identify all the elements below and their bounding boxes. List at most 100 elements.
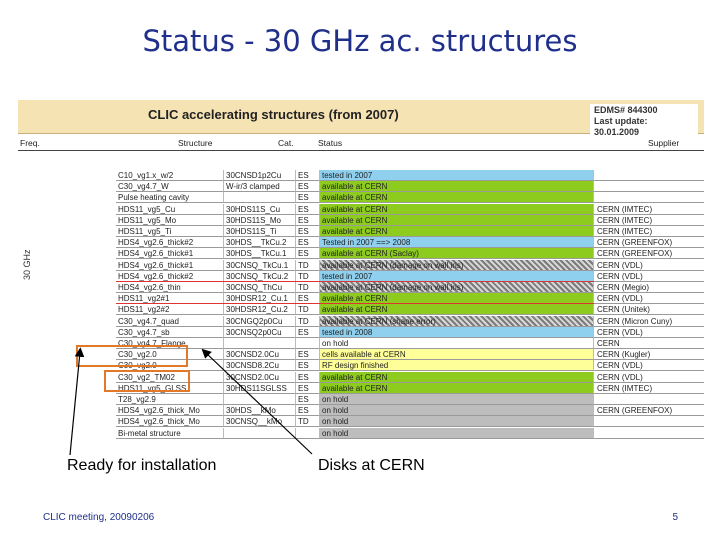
supplier-cell: CERN (IMTEC) [594, 215, 704, 226]
highlight-box-1 [76, 345, 188, 367]
category-cell: TD [296, 315, 320, 327]
category-cell: ES [296, 248, 320, 260]
table-row: HDS4_vg2.6_thick#1 30CNSQ_TkCu.1 TD availab… [116, 259, 594, 271]
supplier-cell: CERN (VDL) [594, 260, 704, 271]
supplier-cell: CERN (Kugler) [594, 349, 704, 361]
supplier-cell [594, 192, 704, 204]
structure-name: C30_vg4.7_sb [116, 326, 224, 338]
category-cell: ES [296, 371, 320, 383]
page-number: 5 [672, 512, 678, 523]
table-row: HDS11_vg5_Mo 30HDS11S_Mo ES available at CE… [116, 214, 594, 226]
structure-id: W-ir/3 clamped [224, 181, 296, 193]
footer-text: CLIC meeting, 20090206 [43, 512, 155, 523]
supplier-cell: CERN (Unitek) [594, 304, 704, 316]
table-row: HDS4_vg2.6_thick#1 30HDS__TkCu.1 ES availab… [116, 248, 594, 260]
structure-name: C30_vg4.7_W [116, 181, 224, 193]
category-cell: ES [296, 382, 320, 394]
structure-name: Pulse heating cavity [116, 192, 224, 204]
supplier-cell: CERN (VDL) [594, 271, 704, 282]
table-row: HDS4_vg2.6_thin 30CNSQ_ThCu TD available at… [116, 282, 594, 293]
category-cell: ES [296, 349, 320, 361]
category-cell: ES [296, 237, 320, 249]
category-cell [296, 427, 320, 439]
red-separator-line [116, 281, 594, 282]
structure-name: T28_vg2.9 [116, 394, 224, 405]
structure-id: 30CNGQ2p0Cu [224, 315, 296, 327]
table-row: HDS4_vg2.6_thick_Mo 30HDS__kMo ES on hold [116, 405, 594, 417]
status-cell: available at CERN (Saclay) [320, 248, 594, 260]
table-row: C30_vg4.7_W W-ir/3 clamped ES available at … [116, 181, 594, 193]
supplier-cell [594, 428, 704, 439]
status-cell: on hold [320, 427, 594, 439]
supplier-cell: CERN (VDL) [594, 360, 704, 372]
supplier-cell [594, 170, 704, 181]
structure-id: 30CNSQ_TkCu.1 [224, 259, 296, 271]
structure-id: 30CNSD2.0Cu [224, 349, 296, 361]
table-row: HDS4_vg2.6_thick_Mo 30CNSQ__kMo TD on hold [116, 416, 594, 428]
status-cell: cells available at CERN [320, 349, 594, 361]
slide-title: Status - 30 GHz ac. structures [142, 24, 578, 58]
status-cell: available at CERN [320, 226, 594, 237]
status-cell: RF design finished [320, 360, 594, 372]
structure-id [224, 394, 296, 405]
supplier-cell: CERN (GREENFOX) [594, 405, 704, 417]
category-cell: ES [296, 405, 320, 417]
table-row: HDS11_vg5_Cu 30HDS11S_Cu ES available at CE… [116, 203, 594, 215]
structure-id: 30CNSD8.2Cu [224, 360, 296, 372]
status-cell: tested in 2007 [320, 170, 594, 181]
table-row: C30_vg4.7_sb 30CNSQ2p0Cu ES tested in 2008 [116, 326, 594, 338]
structure-name: HDS4_vg2.6_thin [116, 282, 224, 293]
sheet-title: CLIC accelerating structures (from 2007) [148, 107, 399, 122]
category-cell: ES [296, 214, 320, 226]
structure-name: HDS11_vg5_Cu [116, 203, 224, 215]
structure-id: 30CNSQ_ThCu [224, 282, 296, 293]
category-cell [296, 338, 320, 349]
table-row: C10_vg1.x_w/2 30CNSD1p2Cu ES tested in 2007 [116, 170, 594, 181]
structure-id: 30HDS11S_Mo [224, 214, 296, 226]
category-cell: ES [296, 192, 320, 204]
status-cell: available at CERN [320, 214, 594, 226]
category-cell: ES [296, 203, 320, 215]
structure-id: 30HDSR12_Cu.2 [224, 304, 296, 316]
supplier-cell: CERN [594, 338, 704, 349]
header-freq: Freq. [20, 138, 40, 148]
supplier-cell: CERN (Micron Cuny) [594, 316, 704, 327]
category-cell: ES [296, 360, 320, 372]
header-status: Status [318, 138, 343, 148]
status-cell: available at CERN (shape error) [320, 315, 594, 327]
structure-name: HDS4_vg2.6_thick#2 [116, 237, 224, 249]
category-cell: ES [296, 226, 320, 237]
category-cell: TD [296, 304, 320, 316]
category-cell: TD [296, 416, 320, 428]
table-row: HDS11_vg2#2 30HDSR12_Cu.2 TD available at C… [116, 304, 594, 316]
category-cell: ES [296, 170, 320, 181]
table-row: C30_vg4.7_quad 30CNGQ2p0Cu TD available at … [116, 315, 594, 327]
disks-at-cern-label: Disks at CERN [318, 457, 425, 474]
category-cell: ES [296, 394, 320, 405]
status-cell: available at CERN [320, 304, 594, 316]
structure-name: HDS4_vg2.6_thick#1 [116, 248, 224, 260]
structure-id: 30HDS11S_Ti [224, 226, 296, 237]
category-cell: TD [296, 282, 320, 293]
status-cell: on hold [320, 394, 594, 405]
structure-id: 30CNSQ2p0Cu [224, 326, 296, 338]
supplier-cell: CERN (VDL) [594, 293, 704, 305]
supplier-cell: CERN (IMTEC) [594, 204, 704, 215]
structure-name: C30_vg4.7_Flange [116, 338, 224, 349]
category-cell: ES [296, 181, 320, 193]
supplier-cell [594, 181, 704, 193]
status-cell: on hold [320, 405, 594, 417]
structure-name: Bi-metal structure [116, 427, 224, 439]
header-cat: Cat. [278, 138, 294, 148]
column-headers: Freq. Structure Cat. Status Supplier [18, 138, 704, 151]
supplier-cell: CERN (GREENFOX) [594, 237, 704, 249]
structure-id: 30HDS__kMo [224, 405, 296, 417]
status-cell: available at CERN [320, 371, 594, 383]
structure-name: HDS4_vg2.6_thick#1 [116, 259, 224, 271]
supplier-cell: CERN (IMTEC) [594, 226, 704, 237]
category-cell: ES [296, 326, 320, 338]
structure-name: C30_vg4.7_quad [116, 315, 224, 327]
structure-id: 30HDS__TkCu.2 [224, 237, 296, 249]
structure-name: HDS4_vg2.6_thick_Mo [116, 405, 224, 417]
structure-name: HDS11_vg5_Ti [116, 226, 224, 237]
